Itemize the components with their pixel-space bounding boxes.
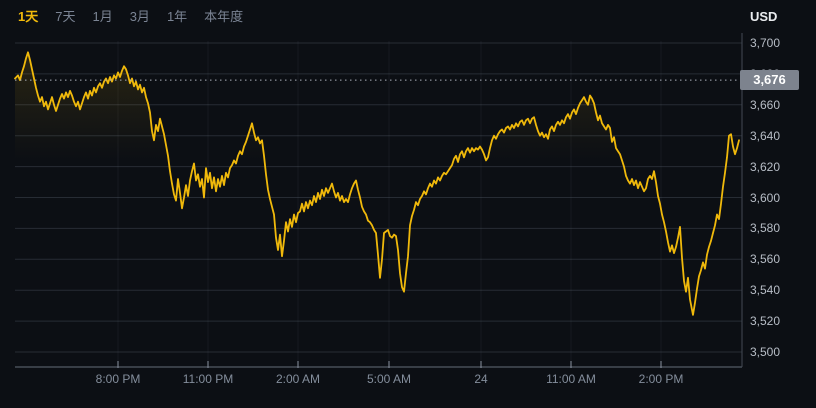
x-axis-tick-label: 2:00 PM: [638, 372, 684, 386]
y-axis-tick-label: 3,520: [750, 314, 781, 329]
y-axis-tick-label: 3,580: [750, 221, 781, 236]
range-tab[interactable]: 1天: [18, 9, 39, 24]
x-axis-tick-label: 11:00 PM: [182, 372, 234, 386]
current-price-badge: 3,676: [740, 70, 799, 91]
y-axis-tick-label: 3,540: [750, 283, 781, 298]
price-line: [14, 51, 740, 316]
x-axis-tick-label: 8:00 PM: [95, 372, 141, 386]
range-tab[interactable]: 1月: [92, 9, 113, 24]
currency-label: USD: [750, 9, 778, 24]
range-tab[interactable]: 1年: [166, 9, 188, 24]
y-axis-tick-label: 3,700: [750, 36, 781, 50]
x-axis-tick-label: 24: [474, 372, 488, 386]
y-axis-tick-label: 3,640: [750, 128, 781, 143]
price-area-fill: [15, 52, 739, 368]
y-axis-tick-label: 3,620: [750, 159, 781, 174]
range-tab[interactable]: 7天: [55, 9, 76, 24]
y-axis-tick-label: 3,600: [750, 190, 781, 205]
range-tab[interactable]: 本年度: [204, 9, 244, 24]
y-axis-tick-label: 3,500: [750, 345, 781, 359]
x-axis-tick-label: 2:00 AM: [275, 372, 321, 386]
x-axis-tick-label: 5:00 AM: [366, 372, 412, 386]
time-range-tabs: 1天 7天 1月 3月 1年 本年度: [18, 8, 243, 26]
x-axis-tick-label: 11:00 AM: [546, 372, 596, 386]
range-tab[interactable]: 3月: [129, 9, 150, 24]
current-price-value: 3,676: [753, 72, 786, 88]
y-axis-tick-label: 3,560: [750, 252, 781, 267]
y-axis-tick-label: 3,660: [750, 97, 781, 112]
